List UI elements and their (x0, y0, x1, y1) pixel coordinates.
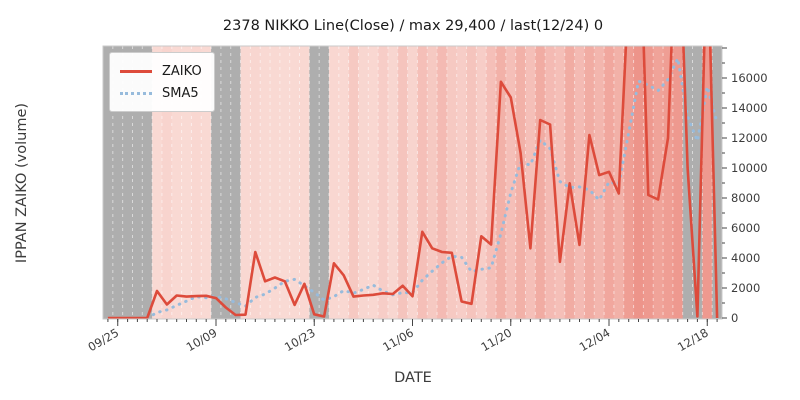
no-close-day-band (122, 46, 133, 319)
no-close-day-band (230, 46, 241, 319)
y-tick-label: 8000 (731, 191, 760, 205)
close-price-day-band (270, 46, 281, 319)
no-close-day-band (692, 46, 703, 319)
close-price-day-band (397, 46, 408, 319)
close-price-day-band (515, 46, 526, 319)
x-tick-label: 11/20 (479, 325, 515, 354)
close-price-day-band (584, 46, 595, 319)
x-tick-label: 10/23 (282, 325, 318, 354)
y-tick-label: 6000 (731, 221, 760, 235)
close-price-day-band (181, 46, 192, 319)
legend-label-sma5: SMA5 (162, 85, 199, 101)
no-close-day-band (712, 46, 723, 319)
close-price-day-band (525, 46, 536, 319)
sma5-line (145, 53, 719, 319)
close-price-day-band (279, 46, 290, 319)
close-price-day-band (545, 46, 556, 319)
close-price-day-band (633, 46, 644, 319)
y-tick-label: 0 (731, 311, 738, 325)
close-price-day-band (152, 46, 163, 319)
legend: ZAIKO SMA5 (109, 52, 215, 112)
close-price-day-band (260, 46, 271, 319)
close-price-day-band (407, 46, 418, 319)
close-price-day-band (476, 46, 487, 319)
close-price-day-band (201, 46, 212, 319)
close-price-day-band (446, 46, 458, 319)
close-price-day-band (505, 46, 516, 319)
close-price-day-band (604, 46, 615, 319)
x-tick-label: 10/09 (184, 325, 220, 354)
close-price-day-band (240, 46, 251, 319)
no-close-day-band (103, 46, 114, 319)
close-price-day-band (535, 46, 546, 319)
close-price-day-band (358, 46, 369, 319)
no-close-day-band (112, 46, 123, 319)
y-tick-label: 14000 (731, 101, 768, 115)
close-price-day-band (348, 46, 359, 319)
x-axis-ticks (107, 319, 718, 326)
close-price-day-band (191, 46, 202, 319)
no-close-day-band (132, 46, 143, 319)
close-price-day-band (427, 46, 438, 319)
legend-label-zaiko: ZAIKO (162, 63, 202, 79)
no-close-day-band (142, 46, 153, 319)
no-close-day-band (319, 46, 330, 319)
close-price-day-band (387, 46, 399, 319)
no-close-day-band (211, 46, 222, 319)
close-price-day-band (328, 46, 340, 319)
zaiko-line (107, 46, 719, 319)
close-price-day-band (289, 46, 300, 319)
chart-title: 2378 NIKKO Line(Close) / max 29,400 / la… (222, 18, 604, 34)
x-axis-label: DATE (394, 370, 432, 386)
zaiko-line-swatch (120, 69, 152, 73)
close-price-day-band (486, 46, 497, 319)
close-price-day-band (378, 46, 389, 319)
close-price-day-band (299, 46, 310, 319)
close-price-day-band (623, 46, 634, 319)
close-price-day-band (417, 46, 428, 319)
y-tick-label: 10000 (731, 161, 768, 175)
y-tick-label: 16000 (731, 71, 768, 85)
close-price-day-band (702, 46, 713, 319)
no-close-day-band (309, 46, 320, 319)
x-tick-label: 12/04 (577, 325, 613, 354)
sma5-line-swatch (120, 91, 152, 95)
close-price-day-band (456, 46, 467, 319)
x-tick-label: 12/18 (675, 325, 711, 354)
close-price-day-band (338, 46, 349, 319)
close-price-day-band (672, 46, 683, 319)
no-close-day-band (220, 46, 232, 319)
close-price-day-band (250, 46, 261, 319)
close-price-day-band (466, 46, 477, 319)
y-tick-label: 2000 (731, 281, 760, 295)
close-price-day-band (653, 46, 664, 319)
y-tick-label: 4000 (731, 251, 760, 265)
legend-item-zaiko: ZAIKO (120, 60, 202, 82)
y-axis-ticks (722, 47, 727, 319)
y-tick-label: 12000 (731, 131, 768, 145)
close-price-day-band (663, 46, 674, 319)
close-price-day-band (574, 46, 585, 319)
close-price-day-band (161, 46, 173, 319)
close-price-day-band (437, 46, 448, 319)
close-price-day-band (171, 46, 182, 319)
x-tick-label: 09/25 (86, 325, 122, 354)
x-tick-label: 11/06 (380, 325, 416, 354)
close-price-day-band (496, 46, 507, 319)
close-price-day-band (594, 46, 605, 319)
legend-item-sma5: SMA5 (120, 82, 202, 104)
close-price-day-band (368, 46, 379, 319)
